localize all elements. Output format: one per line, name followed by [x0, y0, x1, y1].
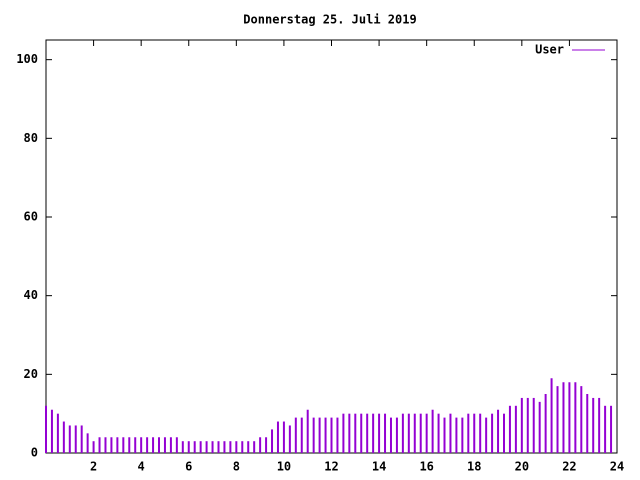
y-tick-label: 0 — [31, 446, 38, 460]
x-tick-label: 12 — [324, 460, 338, 474]
x-tick-label: 8 — [233, 460, 240, 474]
x-tick-label: 20 — [515, 460, 529, 474]
x-tick-label: 22 — [562, 460, 576, 474]
y-tick-label: 100 — [16, 52, 38, 66]
x-tick-label: 2 — [90, 460, 97, 474]
x-tick-label: 18 — [467, 460, 481, 474]
y-tick-label: 40 — [24, 288, 38, 302]
y-tick-label: 20 — [24, 367, 38, 381]
plot-border — [45, 39, 618, 454]
x-tick-label: 4 — [138, 460, 145, 474]
legend-label: User — [535, 43, 564, 57]
y-tick-label: 60 — [24, 210, 38, 224]
x-tick-label: 24 — [610, 460, 624, 474]
y-tick-label: 80 — [24, 131, 38, 145]
x-tick-label: 6 — [185, 460, 192, 474]
chart-title: Donnerstag 25. Juli 2019 — [243, 13, 416, 27]
x-tick-label: 16 — [419, 460, 433, 474]
x-tick-label: 14 — [372, 460, 386, 474]
x-tick-label: 10 — [277, 460, 291, 474]
